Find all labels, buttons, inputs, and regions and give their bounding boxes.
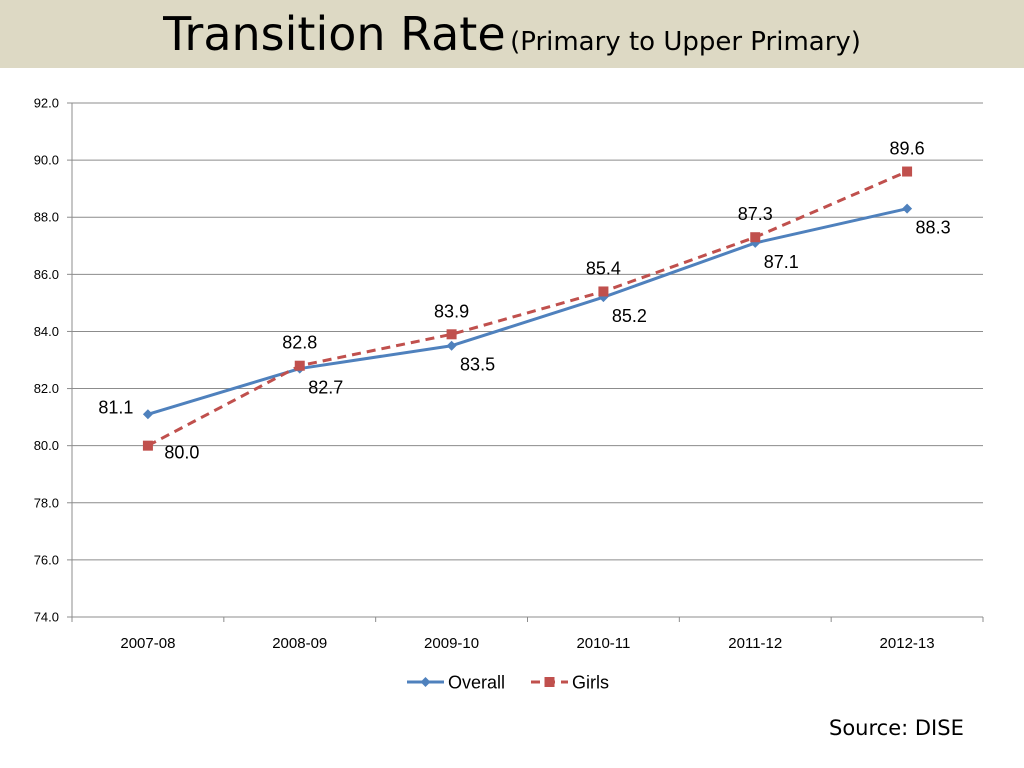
title-bar: Transition Rate (Primary to Upper Primar… [0, 0, 1024, 68]
legend-marker-overall [420, 677, 431, 687]
data-point-girls [142, 440, 153, 451]
y-tick-label: 78.0 [34, 495, 59, 510]
x-tick-label: 2010-11 [576, 635, 630, 652]
data-point-girls [902, 166, 913, 177]
y-tick-label: 80.0 [34, 438, 59, 453]
data-point-girls [446, 329, 457, 340]
data-label-girls: 83.9 [434, 301, 469, 321]
x-tick-label: 2012-13 [880, 635, 935, 652]
y-tick-label: 74.0 [34, 610, 59, 625]
data-label-girls: 82.8 [282, 333, 317, 353]
data-point-overall [446, 340, 457, 351]
series-line-girls [147, 170, 908, 447]
data-point-overall [142, 409, 153, 420]
data-point-girls [294, 360, 305, 371]
data-label-overall: 85.2 [612, 306, 647, 326]
y-tick-label: 76.0 [34, 552, 59, 567]
x-tick-label: 2008-09 [272, 635, 327, 652]
y-tick-label: 86.0 [34, 267, 59, 282]
data-point-girls [598, 286, 609, 297]
data-label-overall: 82.7 [308, 378, 343, 398]
y-tick-label: 84.0 [34, 324, 59, 339]
data-point-girls [750, 232, 761, 243]
legend-marker-girls [544, 677, 555, 687]
series-line-overall [147, 207, 908, 416]
data-label-overall: 88.3 [916, 218, 951, 238]
chart-title: Transition Rate [163, 7, 506, 61]
data-point-overall [902, 203, 913, 214]
y-tick-label: 88.0 [34, 210, 59, 225]
data-label-girls: 85.4 [586, 258, 621, 278]
x-tick-label: 2007-08 [120, 635, 175, 652]
y-tick-label: 82.0 [34, 381, 59, 396]
y-tick-label: 90.0 [34, 153, 59, 168]
legend-label-overall: Overall [448, 673, 505, 693]
data-label-girls: 87.3 [738, 204, 773, 224]
x-tick-label: 2011-12 [728, 635, 782, 652]
data-label-overall: 83.5 [460, 355, 495, 375]
data-label-girls: 89.6 [890, 139, 925, 159]
data-label-overall: 87.1 [764, 252, 799, 272]
source-note: Source: DISE [829, 716, 964, 740]
data-label-girls: 80.0 [164, 443, 199, 463]
x-tick-label: 2009-10 [424, 635, 479, 652]
chart-subtitle: (Primary to Upper Primary) [510, 27, 861, 57]
legend-label-girls: Girls [572, 673, 609, 693]
data-label-overall: 81.1 [98, 397, 133, 417]
y-tick-label: 92.0 [34, 96, 59, 111]
